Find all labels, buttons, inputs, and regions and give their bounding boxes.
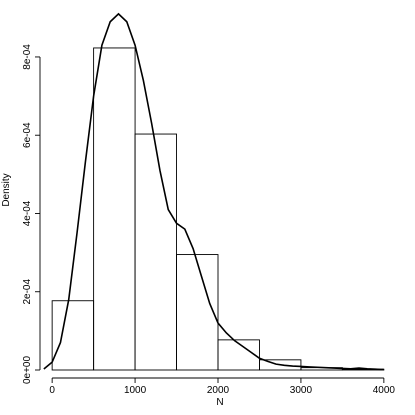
histogram-bar [217,339,260,371]
x-axis: 0 1000 2000 3000 4000 [49,377,396,396]
histogram-bar [259,359,302,371]
y-tick-label: 8e-04 [22,44,33,70]
y-tick-label: 4e-04 [22,200,33,226]
x-tick-label: 3000 [290,385,313,396]
y-tick-label: 2e-04 [22,279,33,305]
density-curve [43,12,384,371]
y-axis-label: Density [1,173,12,206]
x-tick-label: 4000 [373,385,396,396]
histogram-bar [134,133,177,371]
histogram-bar [51,300,95,371]
y-tick-label: 0e+00 [22,356,33,385]
y-axis: 0e+00 2e-04 4e-04 6e-04 8e-04 [22,44,41,385]
x-axis-label: N [216,397,223,408]
y-tick-label: 6e-04 [22,122,33,148]
x-tick-label: 0 [49,385,55,396]
x-tick-label: 2000 [207,385,230,396]
x-tick-label: 1000 [124,385,147,396]
histogram-bar [176,254,219,371]
histogram-bar [93,47,136,371]
